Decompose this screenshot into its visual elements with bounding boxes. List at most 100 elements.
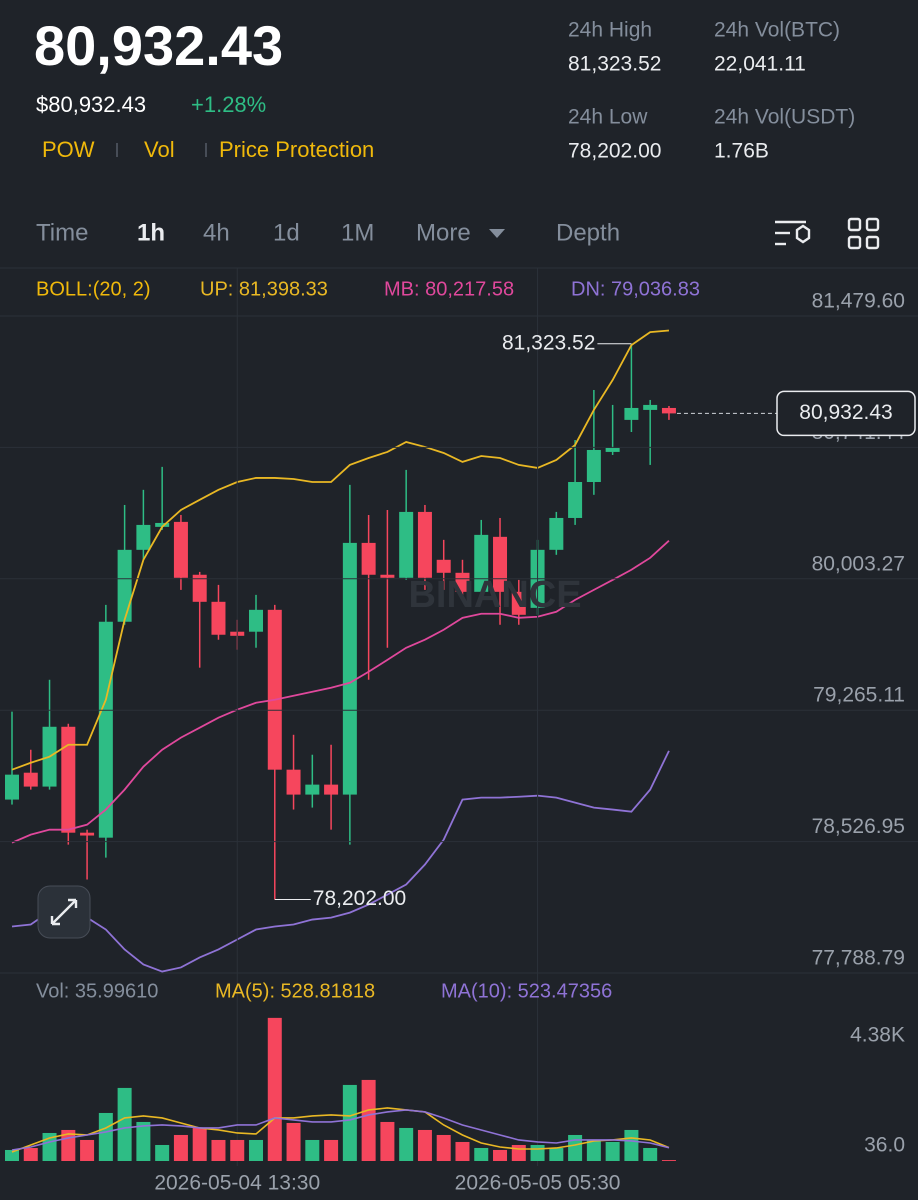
volume-ma-line (11, 1107, 670, 1153)
candle-body (155, 522, 170, 527)
y-tick-label: 80,003.27 (812, 552, 905, 575)
volume-bar (211, 1139, 226, 1161)
tab[interactable]: More (416, 219, 471, 246)
separator (116, 143, 118, 157)
volume-legend: Vol: 35.99610 (36, 980, 158, 1002)
candle-body (80, 832, 95, 836)
candle-body (305, 784, 320, 795)
volume-bar (23, 1148, 38, 1161)
candle-body (605, 448, 620, 452)
candle-body (436, 559, 451, 573)
volume-bar (173, 1134, 188, 1161)
candle-body (586, 449, 601, 483)
volume-bar (136, 1121, 151, 1161)
tag[interactable]: Vol (144, 137, 175, 162)
y-tick-label: 36.0 (864, 1134, 905, 1157)
candle-body (474, 534, 489, 592)
volume-bar (305, 1139, 320, 1161)
y-tick-label: 4.38K (850, 1024, 905, 1047)
volume-bar (455, 1141, 470, 1161)
candle-body (568, 482, 583, 518)
volume-bar (399, 1127, 414, 1161)
candle-body (493, 536, 508, 592)
tab[interactable]: Time (36, 219, 88, 246)
volume-bar (342, 1084, 357, 1161)
tab[interactable]: 4h (203, 219, 230, 246)
candle-body (286, 769, 301, 795)
candle-body (267, 609, 282, 770)
price-change: +1.28% (191, 92, 266, 117)
low-annotation: 78,202.00 (313, 887, 406, 910)
volume-bar (493, 1149, 508, 1161)
tag[interactable]: Price Protection (219, 137, 374, 162)
dropdown-arrow (489, 229, 505, 238)
indicator-label: BOLL:(20, 2) (36, 278, 151, 300)
volume-bar (624, 1129, 639, 1161)
fullscreen-button[interactable] (37, 885, 91, 939)
y-tick-label: 78,526.95 (812, 815, 905, 838)
candle-body (61, 726, 76, 833)
volume-bar (249, 1139, 264, 1161)
volume-bar (661, 1160, 676, 1161)
candle-body (98, 621, 113, 838)
volume-bar (192, 1127, 207, 1161)
y-tick-label: 79,265.11 (813, 684, 905, 707)
volume-bar (98, 1112, 113, 1161)
candle-body (624, 407, 639, 420)
candle-body (23, 772, 38, 787)
stat-label: 24h Low (568, 106, 648, 129)
stat-label: 24h Vol(BTC) (714, 19, 840, 42)
tab[interactable]: Depth (556, 219, 620, 246)
stat-value: 22,041.11 (714, 53, 806, 76)
volume-bar (361, 1079, 376, 1161)
watermark: BINANCE (408, 574, 581, 616)
candle-body (173, 521, 188, 578)
boll-line (11, 539, 670, 844)
y-tick-label: 81,479.60 (812, 290, 905, 313)
last-price: 80,932.43 (34, 14, 283, 77)
volume-bar (436, 1134, 451, 1161)
volume-bar (286, 1122, 301, 1161)
x-tick-label: 2026-05-04 13:30 (154, 1172, 320, 1195)
volume-bar (643, 1147, 658, 1161)
boll-line (11, 750, 670, 973)
candle-body (455, 572, 470, 592)
y-tick-label: 77,788.79 (812, 947, 905, 970)
volume-bar (380, 1121, 395, 1161)
candle-body (643, 404, 658, 410)
candle-body (249, 609, 264, 632)
volume-bar (511, 1144, 526, 1161)
boll-line (11, 329, 670, 771)
volume-bar (530, 1144, 545, 1161)
candle-body (661, 407, 676, 414)
tab[interactable]: 1h (137, 219, 165, 246)
last-price-box (776, 390, 916, 437)
volume-bar (417, 1129, 432, 1161)
volume-ma-line (11, 1109, 670, 1151)
legend-entry: MB: 80,217.58 (384, 278, 514, 300)
tag[interactable]: POW (42, 137, 95, 162)
fiat-price: $80,932.43 (36, 92, 146, 117)
tab[interactable]: 1d (273, 219, 300, 246)
volume-bar (155, 1144, 170, 1161)
separator (205, 143, 207, 157)
stat-value: 81,323.52 (568, 53, 661, 76)
high-annotation: 81,323.52 (502, 331, 595, 354)
volume-bar (267, 1017, 282, 1161)
legend-entry: MA(10): 523.47356 (441, 980, 612, 1002)
last-price-label: 80,932.43 (799, 401, 892, 424)
volume-bar (605, 1141, 620, 1161)
layout-icon[interactable] (847, 217, 880, 250)
volume-bar (549, 1147, 564, 1161)
candle-body (511, 591, 526, 615)
indicator-icon[interactable] (775, 220, 811, 246)
candle-body (361, 542, 376, 575)
volume-bar (474, 1147, 489, 1161)
candle-body (342, 542, 357, 795)
tab[interactable]: 1M (341, 219, 374, 246)
candle-body (192, 574, 207, 602)
volume-bar (586, 1139, 601, 1161)
candle-body (417, 511, 432, 578)
